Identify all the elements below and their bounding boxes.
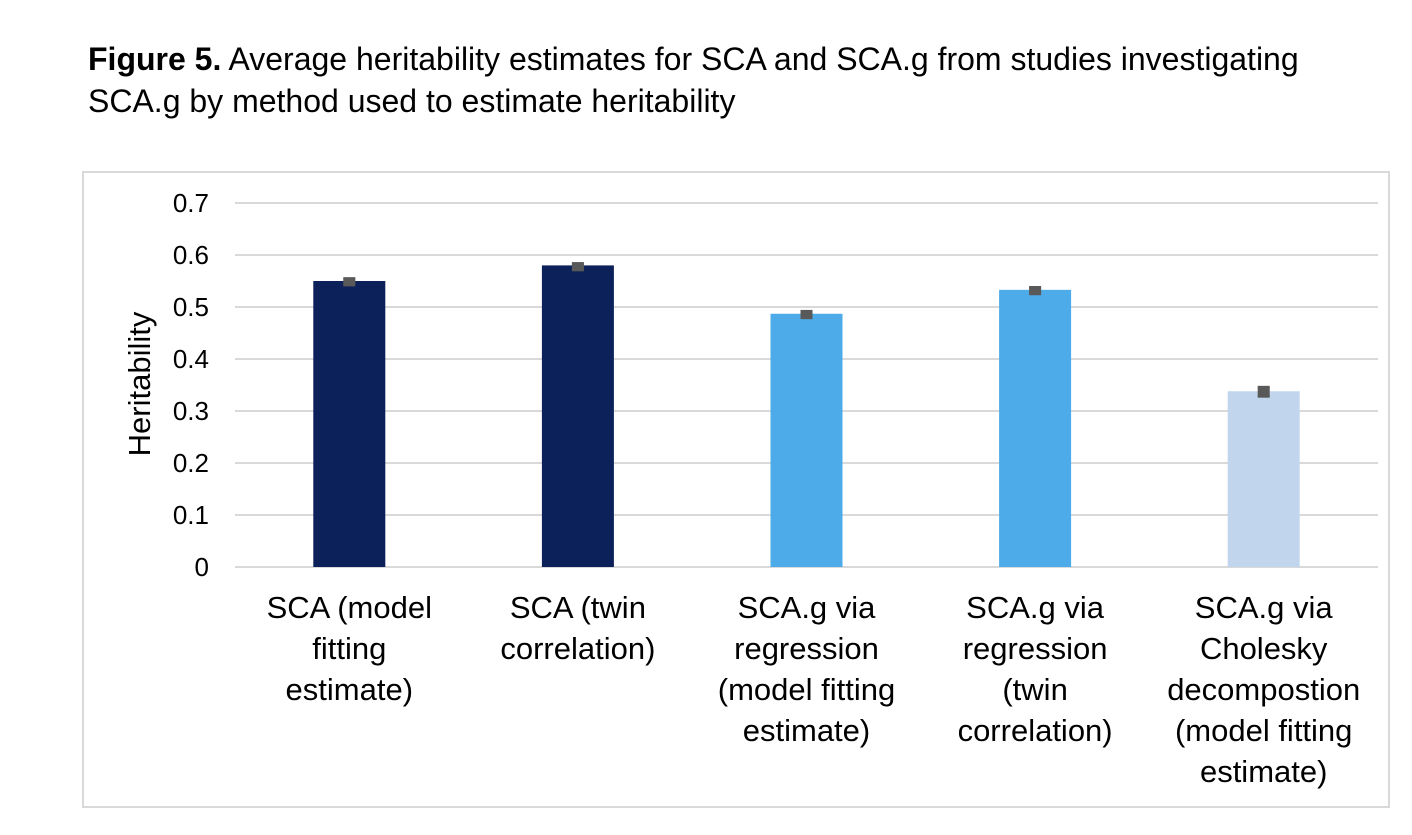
error-bar-marker xyxy=(1029,287,1042,296)
bars xyxy=(313,265,1300,567)
x-category-label: SCA.g via Cholesky decompostion (model fitt… xyxy=(1167,590,1360,789)
error-bar-marker xyxy=(1257,387,1270,397)
bar xyxy=(541,265,614,567)
x-category-label-line: SCA.g via xyxy=(966,590,1105,625)
x-category-label: SCA (model fitting estimate) xyxy=(267,590,432,707)
y-tick-label: 0.7 xyxy=(173,188,209,218)
error-bar xyxy=(1029,285,1042,296)
x-category-label-line: SCA.g via xyxy=(738,590,877,625)
x-category-label-line: estimate) xyxy=(286,672,413,707)
x-category-label: SCA.g via regression (model fitting estimat… xyxy=(718,590,895,748)
x-category-label: SCA (twin correlation) xyxy=(500,590,655,666)
figure-caption: Figure 5. Average heritability estimates… xyxy=(88,38,1328,122)
x-category-label-line: SCA (model xyxy=(267,590,432,625)
x-category-label-line: (twin xyxy=(1002,672,1067,707)
y-tick-label: 0 xyxy=(195,552,209,582)
x-category-label-line: estimate) xyxy=(743,713,870,748)
error-bars xyxy=(343,262,1270,398)
x-category-label-line: SCA.g via xyxy=(1195,590,1334,625)
x-category-label-line: estimate) xyxy=(1200,754,1327,789)
x-category-label-line: correlation) xyxy=(500,631,655,666)
x-category-label: SCA.g via regression (twin correlation) xyxy=(958,590,1113,748)
error-bar xyxy=(571,262,584,272)
bar xyxy=(313,281,386,567)
error-bar xyxy=(1257,385,1270,398)
error-bar xyxy=(343,277,356,287)
x-category-label-line: (model fitting xyxy=(1175,713,1352,748)
error-bar-marker xyxy=(343,278,356,287)
bar xyxy=(999,289,1072,567)
x-category-label-line: SCA (twin xyxy=(510,590,646,625)
y-axis-title: Heritability xyxy=(122,311,157,456)
y-tick-label: 0.2 xyxy=(173,448,209,478)
y-tick-label: 0.3 xyxy=(173,396,209,426)
chart-frame xyxy=(82,171,1390,808)
y-tick-label: 0.5 xyxy=(173,292,209,322)
y-axis-ticks: 0 0.1 0.2 0.3 0.4 0.5 0.6 0.7 xyxy=(173,188,209,582)
y-tick-label: 0.4 xyxy=(173,344,209,374)
y-tick-label: 0.6 xyxy=(173,240,209,270)
bar xyxy=(1227,391,1300,567)
error-bar xyxy=(800,309,813,320)
bar xyxy=(770,313,843,567)
x-category-label-line: (model fitting xyxy=(718,672,895,707)
error-bar-marker xyxy=(571,263,584,272)
x-category-label-line: correlation) xyxy=(958,713,1113,748)
x-category-label-line: regression xyxy=(734,631,879,666)
x-category-label-line: fitting xyxy=(312,631,386,666)
x-axis-labels: SCA (model fitting estimate) SCA (twin corre… xyxy=(267,590,1361,789)
figure-label: Figure 5. xyxy=(88,41,222,77)
error-bar-marker xyxy=(800,311,813,320)
y-tick-label: 0.1 xyxy=(173,500,209,530)
x-category-label-line: regression xyxy=(963,631,1108,666)
x-category-label-line: Cholesky xyxy=(1200,631,1328,666)
figure-caption-text: Average heritability estimates for SCA a… xyxy=(88,41,1299,119)
x-category-label-line: decompostion xyxy=(1167,672,1360,707)
